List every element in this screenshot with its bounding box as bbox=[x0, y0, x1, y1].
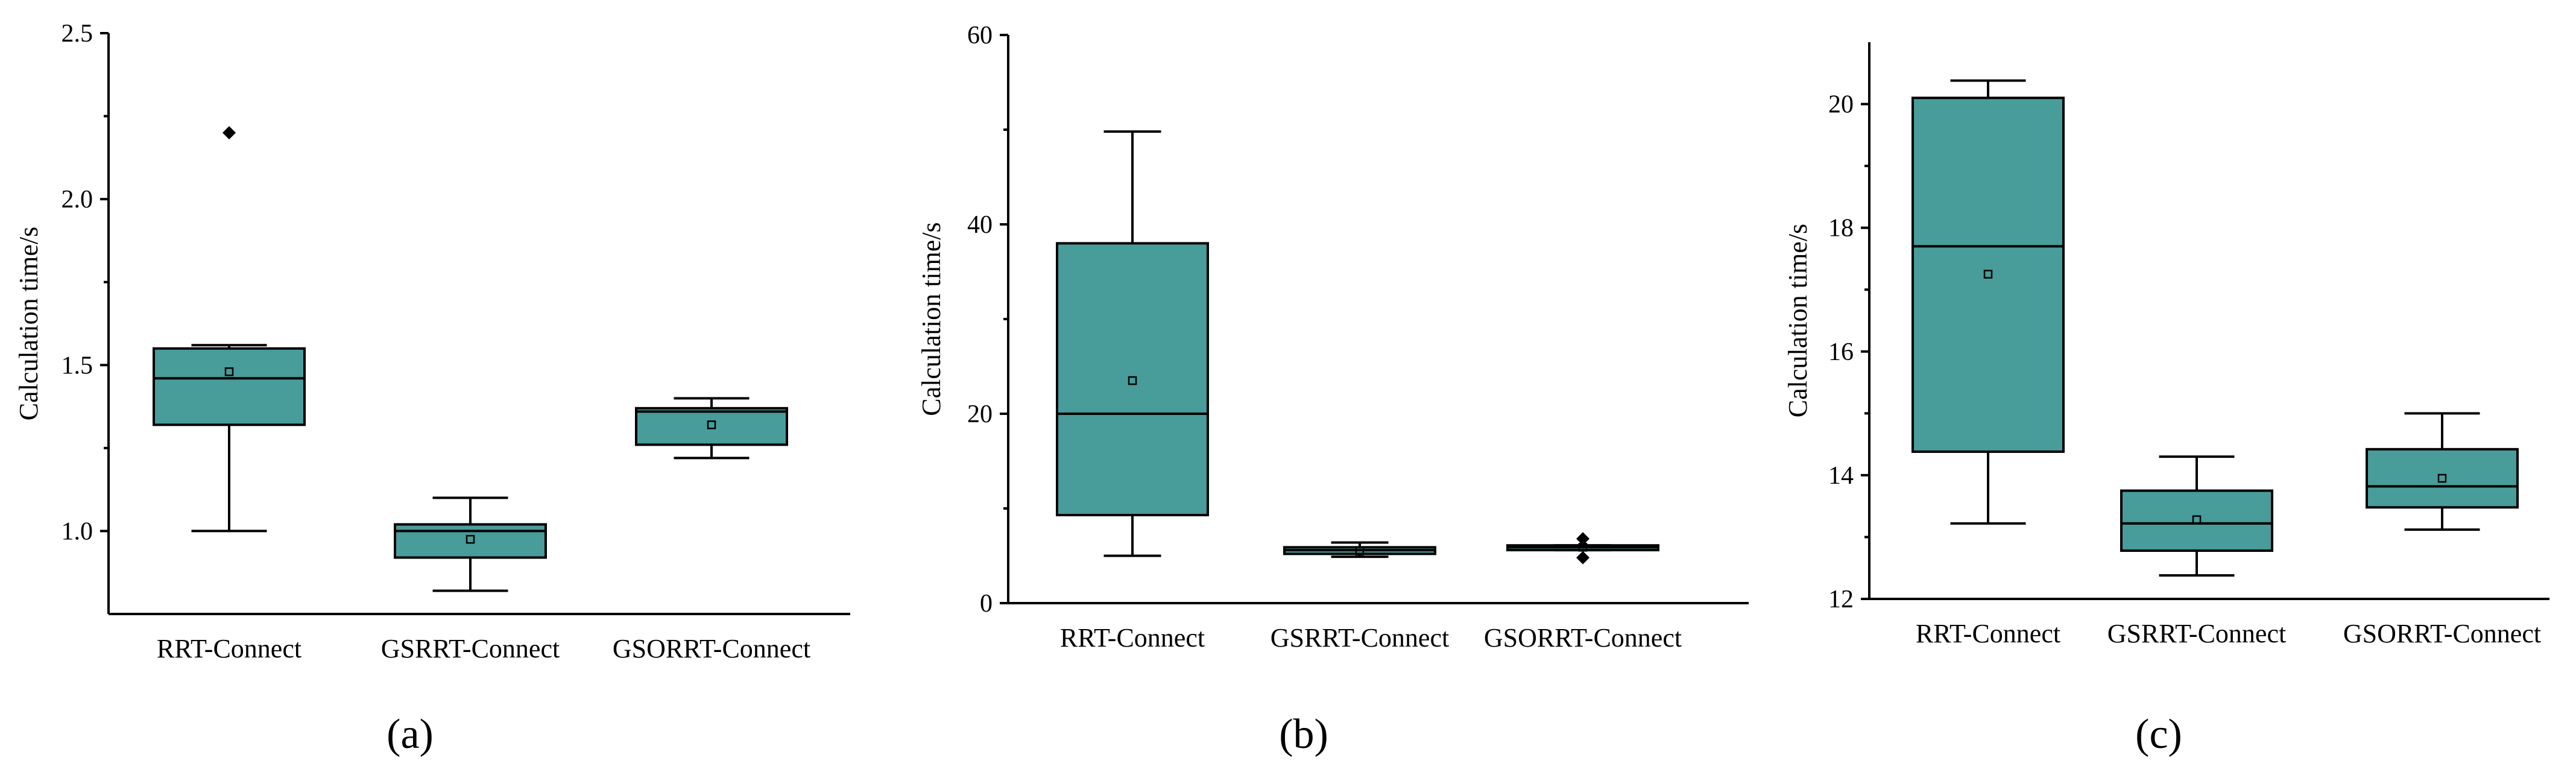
box-iqr bbox=[2366, 448, 2519, 509]
mean-marker bbox=[466, 534, 475, 544]
y-tick-label: 0 bbox=[980, 590, 993, 618]
mean-marker bbox=[1128, 376, 1137, 385]
x-category-label: RRT-Connect bbox=[157, 634, 301, 663]
box-iqr bbox=[2120, 489, 2273, 552]
mean-marker bbox=[2437, 473, 2447, 483]
mean-marker bbox=[707, 420, 716, 429]
box-iqr bbox=[153, 347, 306, 426]
y-axis-title: Calculation time/s bbox=[917, 222, 946, 416]
x-category-label: GSORRT-Connect bbox=[1484, 623, 1682, 653]
x-category-label: RRT-Connect bbox=[1060, 623, 1205, 653]
outlier-point bbox=[1576, 532, 1589, 546]
y-tick-label: 14 bbox=[1828, 462, 1854, 490]
box-iqr bbox=[1056, 242, 1209, 516]
panel-label: (c) bbox=[2135, 711, 2182, 758]
x-category-label: GSRRT-Connect bbox=[2107, 619, 2286, 648]
y-tick-label: 16 bbox=[1828, 338, 1854, 366]
y-axis-title: Calculation time/s bbox=[14, 227, 43, 420]
y-tick-label: 1.5 bbox=[62, 352, 93, 379]
y-axis-title: Calculation time/s bbox=[1783, 224, 1813, 417]
chart-panel: 12 14 16 18 20 Calculation time/s RRT-Connect G… bbox=[1783, 42, 2549, 758]
mean-marker bbox=[224, 367, 234, 376]
x-category-label: RRT-Connect bbox=[1916, 619, 2060, 648]
x-category-label: GSRRT-Connect bbox=[1271, 623, 1449, 653]
y-tick-label: 2.0 bbox=[62, 186, 93, 214]
y-tick-label: 20 bbox=[1828, 91, 1854, 119]
y-tick-label: 18 bbox=[1828, 215, 1854, 242]
y-tick-label: 60 bbox=[967, 22, 993, 49]
chart-panel: 0 20 40 60 Calculation time/s RRT-Connect GSRR… bbox=[917, 22, 1749, 758]
mean-marker bbox=[1355, 546, 1365, 555]
y-tick-label: 2.5 bbox=[62, 20, 93, 48]
outlier-point bbox=[223, 126, 236, 140]
panel-label: (b) bbox=[1279, 711, 1328, 758]
y-tick-label: 12 bbox=[1828, 586, 1854, 613]
y-tick-label: 1.0 bbox=[62, 517, 93, 545]
box-iqr bbox=[1911, 97, 2065, 453]
mean-marker bbox=[2192, 515, 2202, 524]
x-category-label: GSORRT-Connect bbox=[2343, 619, 2541, 648]
y-tick-label: 40 bbox=[967, 211, 993, 239]
mean-marker bbox=[1983, 270, 1993, 279]
x-category-label: GSORRT-Connect bbox=[613, 634, 810, 663]
y-tick-label: 20 bbox=[967, 400, 993, 428]
outlier-point bbox=[1576, 551, 1589, 565]
box-iqr bbox=[394, 523, 547, 559]
x-category-label: GSRRT-Connect bbox=[381, 634, 560, 663]
chart-panel: 1.0 1.5 2.0 2.5 Calculation time/s RRT-Connec… bbox=[14, 20, 850, 758]
panel-label: (a) bbox=[387, 711, 434, 758]
box-iqr bbox=[635, 407, 788, 446]
